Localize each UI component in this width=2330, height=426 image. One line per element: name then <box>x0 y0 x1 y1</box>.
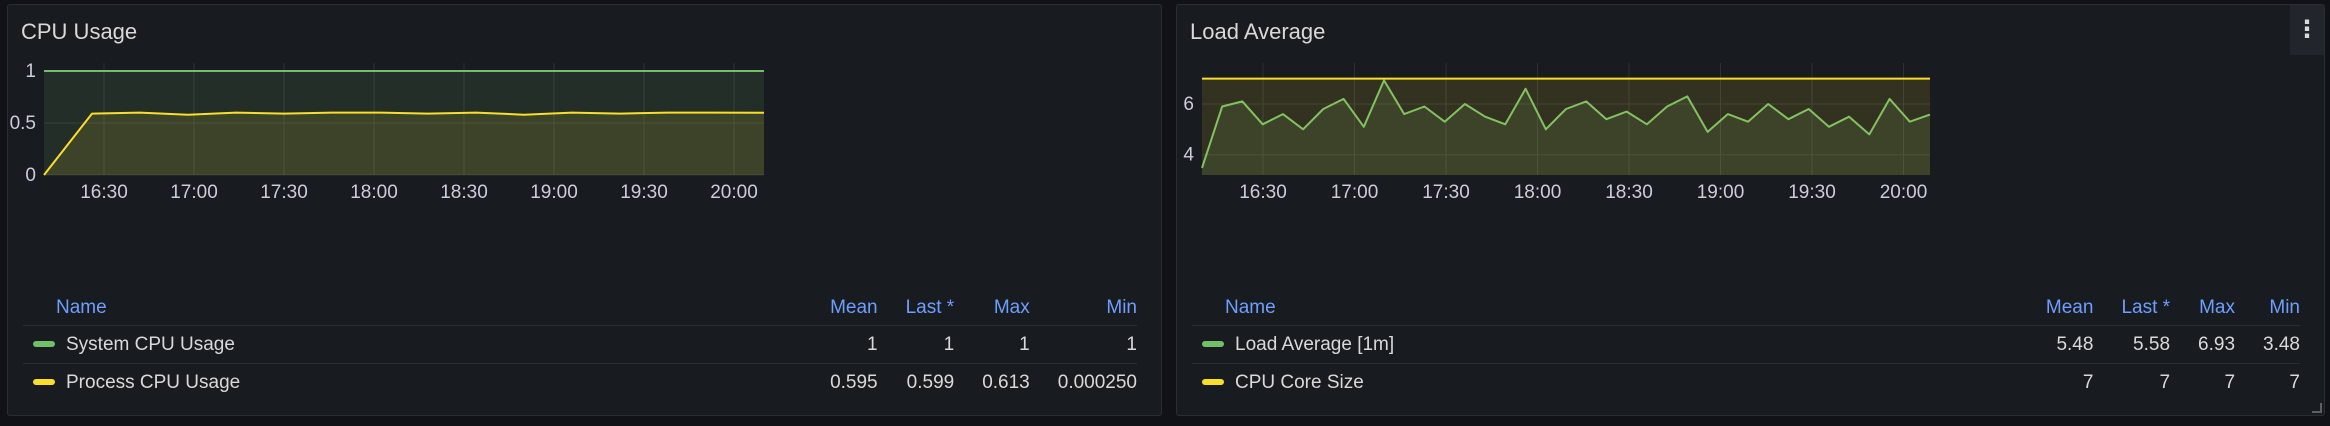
series-max: 6.93 <box>2170 325 2236 364</box>
legend-header-last[interactable]: Last * <box>905 297 955 318</box>
y-tick-label: 0 <box>25 165 36 186</box>
series-last: 0.599 <box>877 363 955 401</box>
resize-handle-icon[interactable] <box>2312 403 2322 413</box>
legend-header-name[interactable]: Name <box>56 297 107 318</box>
x-tick-label: 20:00 <box>710 182 758 203</box>
legend-table: Name Mean Last * Max Min Load Average [1… <box>1192 291 2300 401</box>
y-tick-label: 0.5 <box>10 113 36 134</box>
series-color-swatch <box>33 341 55 348</box>
legend-header-max[interactable]: Max <box>2199 297 2236 318</box>
x-tick-label: 16:30 <box>80 182 128 203</box>
legend-row[interactable]: Load Average [1m] 5.48 5.58 6.93 3.48 <box>1192 325 2300 364</box>
legend-header-min[interactable]: Min <box>1106 297 1137 318</box>
series-line <box>1201 79 1931 169</box>
series-area <box>1202 80 1930 175</box>
x-tick-label: 17:00 <box>1331 182 1379 203</box>
x-tick-label: 17:30 <box>1422 182 1470 203</box>
series-max: 0.613 <box>954 363 1030 401</box>
series-area <box>44 112 764 175</box>
series-line <box>43 111 765 176</box>
series-mean: 0.595 <box>802 363 878 401</box>
series-color-swatch <box>1202 379 1224 386</box>
x-tick-label: 18:00 <box>350 182 398 203</box>
x-tick-label: 19:30 <box>1788 182 1836 203</box>
series-mean: 1 <box>802 325 878 364</box>
y-tick-label: 6 <box>1183 94 1194 115</box>
legend-header-last[interactable]: Last * <box>2121 297 2171 318</box>
legend-header-name[interactable]: Name <box>1225 297 1276 318</box>
x-tick-label: 17:30 <box>260 182 308 203</box>
series-area <box>44 71 764 175</box>
series-last: 1 <box>877 325 955 364</box>
legend-header-min[interactable]: Min <box>2269 297 2300 318</box>
panel-title[interactable]: Load Average <box>1190 19 1326 44</box>
series-color-swatch <box>33 379 55 386</box>
series-max: 1 <box>954 325 1030 364</box>
series-name[interactable]: CPU Core Size <box>1235 371 1364 393</box>
x-tick-label: 18:00 <box>1514 182 1562 203</box>
x-tick-label: 19:00 <box>530 182 578 203</box>
x-tick-label: 18:30 <box>440 182 488 203</box>
cpu-usage-panel: CPU Usage 16:30 17:00 17:30 18:00 18:30 19:00… <box>7 4 1162 416</box>
x-tick-label: 18:30 <box>1605 182 1653 203</box>
series-name[interactable]: Load Average [1m] <box>1235 333 1395 355</box>
series-min: 0.000250 <box>1029 363 1137 401</box>
series-name[interactable]: System CPU Usage <box>66 333 235 355</box>
series-last: 7 <box>2093 363 2171 401</box>
load-average-panel: Load Average ⋮ 16:30 17:00 17:30 18:00 18:30… <box>1176 4 2325 416</box>
y-tick-label: 1 <box>25 63 36 82</box>
series-max: 7 <box>2170 363 2236 401</box>
x-tick-label: 19:00 <box>1697 182 1745 203</box>
legend-table: Name Mean Last * Max Min System CPU Usag… <box>23 291 1137 401</box>
x-tick-label: 17:00 <box>170 182 218 203</box>
cpu-usage-chart[interactable]: 16:30 17:00 17:30 18:00 18:30 19:00 19:30 20:00… <box>8 63 1162 263</box>
legend-row[interactable]: CPU Core Size 7 7 7 7 <box>1192 363 2300 401</box>
series-name[interactable]: Process CPU Usage <box>66 371 241 393</box>
y-tick-label: 4 <box>1183 145 1194 166</box>
series-area <box>1202 78 1930 175</box>
legend-header-max[interactable]: Max <box>993 297 1030 318</box>
series-mean: 7 <box>2017 363 2094 401</box>
series-min: 7 <box>2235 363 2300 401</box>
series-min: 1 <box>1029 325 1137 364</box>
load-average-chart[interactable]: 16:30 17:00 17:30 18:00 18:30 19:00 19:30 20:00… <box>1177 63 2325 263</box>
series-min: 3.48 <box>2235 325 2300 364</box>
legend-row[interactable]: Process CPU Usage 0.595 0.599 0.613 0.00… <box>23 363 1137 401</box>
legend-row[interactable]: System CPU Usage 1 1 1 1 <box>23 325 1137 364</box>
vertical-ellipsis-icon[interactable]: ⋮ <box>2290 5 2324 55</box>
series-color-swatch <box>1202 341 1224 348</box>
legend-header-mean[interactable]: Mean <box>2045 297 2094 318</box>
x-tick-label: 19:30 <box>620 182 668 203</box>
legend-header-mean[interactable]: Mean <box>830 297 878 318</box>
x-tick-label: 16:30 <box>1239 182 1287 203</box>
x-tick-label: 20:00 <box>1880 182 1928 203</box>
series-last: 5.58 <box>2093 325 2171 364</box>
series-mean: 5.48 <box>2017 325 2094 364</box>
panel-title[interactable]: CPU Usage <box>21 19 138 44</box>
